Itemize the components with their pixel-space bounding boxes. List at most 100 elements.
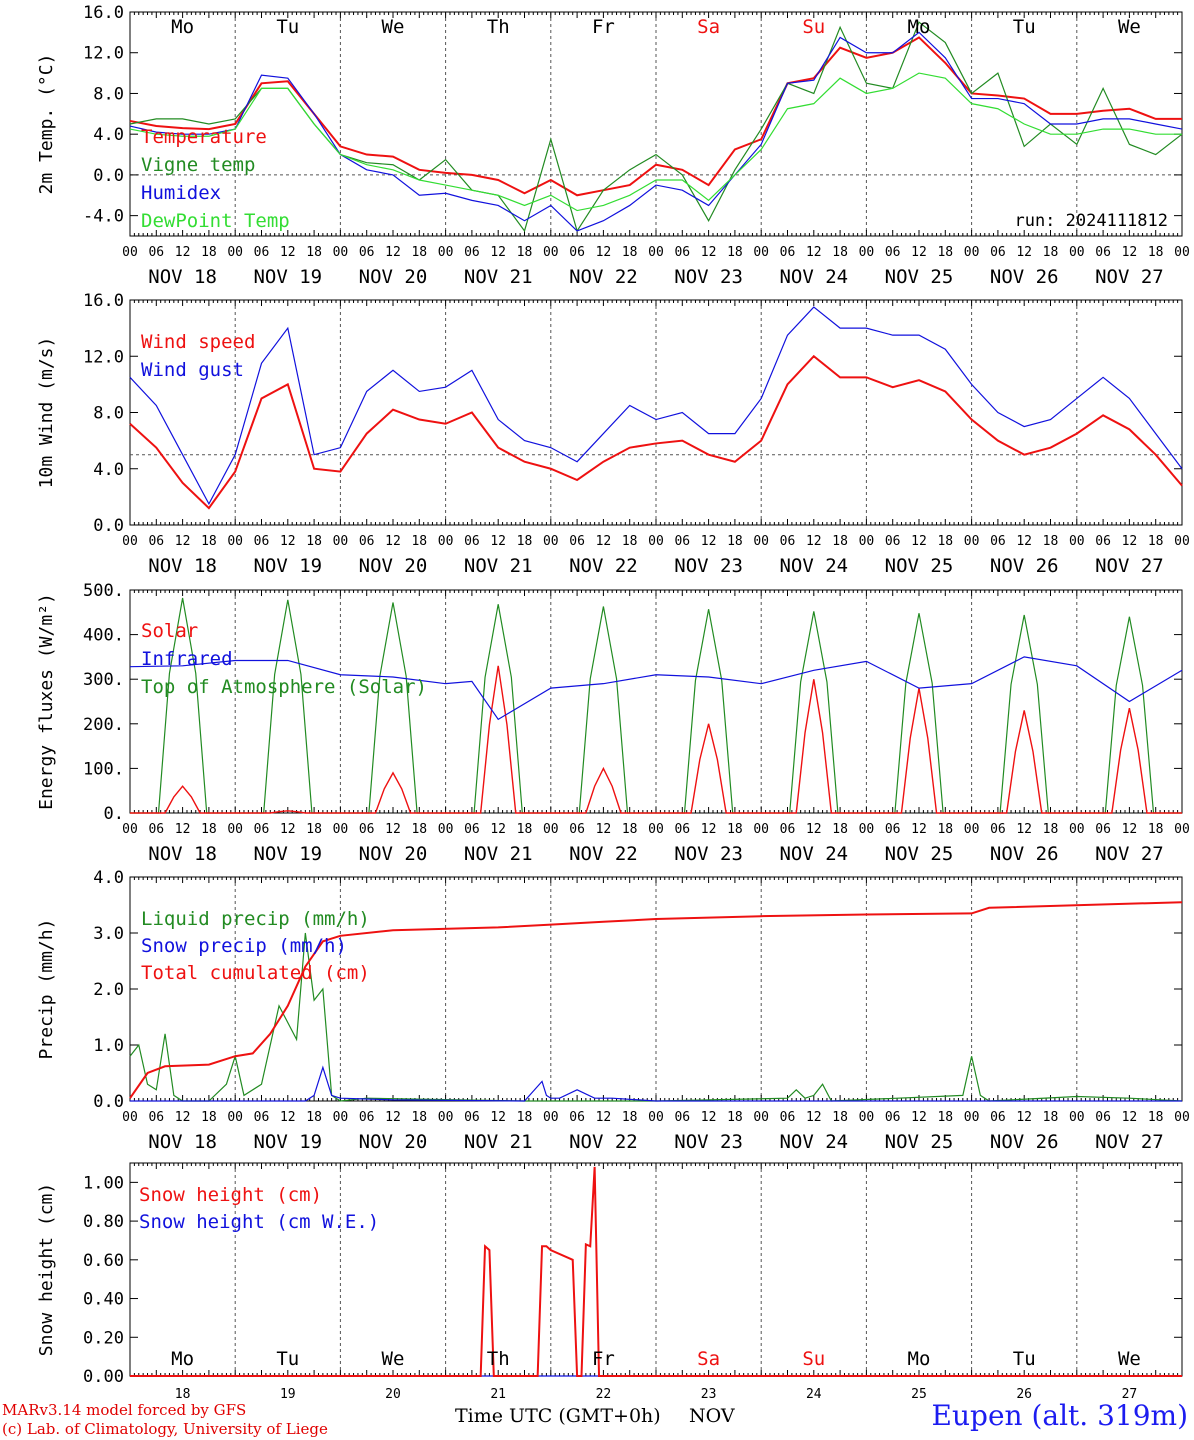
x-hour-label: 12 [701,822,717,837]
legend-entry: Wind gust [141,359,244,381]
panel-4: 4.0 3.0 2.0 1.0 0.0 Precip (mm/h) 00 06 12 18 NOV … [36,868,1190,1153]
x-hour-label: 06 [254,822,270,837]
x-hour-label: 00 [227,245,243,260]
x-hour-label: 12 [596,245,612,260]
x-hour-label: 00 [648,1110,664,1125]
legend-entry: Humidex [141,182,221,204]
day-number-label: 22 [596,1387,612,1402]
x-date-label: NOV 22 [569,1131,638,1153]
x-hour-label: 18 [622,534,638,549]
x-hour-label: 00 [859,1110,875,1125]
legend-entry: Infrared [141,648,233,670]
x-hour-label: 18 [1043,245,1059,260]
x-hour-label: 18 [727,534,743,549]
plot-frame [129,589,1183,814]
x-hour-label: 06 [569,1110,585,1125]
y-axis-label: Snow height (cm) [36,1183,57,1356]
x-hour-label: 18 [411,245,427,260]
x-hour-label: 06 [780,245,796,260]
x-hour-label: 12 [701,1110,717,1125]
x-hour-label: 12 [385,534,401,549]
x-hour-label: 00 [122,822,138,837]
plot-frame [129,299,1183,526]
x-hour-label: 18 [622,1110,638,1125]
y-tick-label: 3.0 [93,924,124,944]
x-hour-label: 00 [1174,534,1190,549]
x-hour-label: 18 [1043,822,1059,837]
x-hour-label: 00 [1174,822,1190,837]
x-hour-label: 00 [964,822,980,837]
x-hour-label: 00 [859,534,875,549]
y-tick-label: 4.0 [93,868,124,888]
x-hour-label: 06 [254,245,270,260]
x-date-label: NOV 21 [464,843,533,865]
x-hour-label: 06 [254,1110,270,1125]
legend-entry: Snow height (cm W.E.) [139,1211,379,1233]
x-hour-label: 12 [911,534,927,549]
x-hour-label: 06 [464,1110,480,1125]
x-hour-label: 06 [464,822,480,837]
x-hour-label: 00 [543,822,559,837]
x-hour-label: 06 [674,822,690,837]
day-number-label: 27 [1122,1387,1138,1402]
y-tick-label: 4.0 [93,125,124,145]
x-hour-label: 18 [622,245,638,260]
series-infrared [129,656,1183,721]
day-number-label: 19 [280,1387,296,1402]
x-hour-label: 12 [1016,534,1032,549]
x-axis-month: NOV [689,1405,735,1427]
x-hour-label: 00 [1069,1110,1085,1125]
x-date-label: NOV 25 [885,266,954,288]
x-hour-label: 12 [596,534,612,549]
x-date-label: NOV 20 [359,1131,428,1153]
x-date-label: NOV 25 [885,1131,954,1153]
x-date-label: NOV 24 [779,266,848,288]
panel-5: 1.00 0.80 0.60 0.40 0.20 0.00 Snow height (cm)… [36,1162,1183,1402]
x-hour-label: 06 [569,245,585,260]
x-hour-label: 00 [122,245,138,260]
weekday-label: Mo [908,16,931,38]
x-hour-label: 00 [964,245,980,260]
series-total-cumulated-cm- [129,901,1183,1099]
x-hour-label: 12 [385,1110,401,1125]
y-tick-label: 400. [83,626,124,646]
x-hour-label: 18 [937,822,953,837]
x-hour-label: 12 [806,822,822,837]
x-hour-label: 06 [674,1110,690,1125]
weekday-label: Sa [697,16,720,38]
x-hour-label: 12 [701,534,717,549]
series-snow-precip-mm-h- [130,1065,1182,1102]
x-hour-label: 18 [306,822,322,837]
y-tick-label: 16.0 [83,291,124,311]
x-hour-label: 06 [885,534,901,549]
x-hour-label: 12 [175,245,191,260]
station-name: Eupen (alt. 319m) [931,1399,1188,1432]
x-hour-label: 12 [280,1110,296,1125]
x-hour-label: 18 [937,1110,953,1125]
y-tick-label: 12.0 [83,44,124,64]
panel-2: 16.0 12.0 8.0 4.0 0.0 10m Wind (m/s) 00 06 12 18 N… [36,291,1190,577]
x-hour-label: 18 [306,1110,322,1125]
weekday-label: Tu [1013,1348,1036,1370]
x-hour-label: 18 [1148,245,1164,260]
run-label: run: 2024111812 [1014,211,1168,231]
x-date-label: NOV 19 [253,555,322,577]
x-hour-label: 06 [780,534,796,549]
weekday-label: Tu [276,1348,299,1370]
day-number-label: 18 [175,1387,191,1402]
x-date-label: NOV 18 [148,555,217,577]
x-hour-label: 00 [227,822,243,837]
series-solar [130,665,1182,814]
x-date-label: NOV 26 [990,843,1059,865]
x-hour-label: 00 [543,1110,559,1125]
x-hour-label: 06 [990,245,1006,260]
x-hour-label: 18 [1148,1110,1164,1125]
x-hour-label: 06 [780,1110,796,1125]
legend-entry: Total cumulated (cm) [141,962,370,984]
x-hour-label: 00 [964,534,980,549]
legend-entry: Snow height (cm) [139,1184,322,1206]
y-tick-label: 300. [83,670,124,690]
x-hour-label: 06 [885,822,901,837]
y-tick-label: 1.0 [93,1036,124,1056]
x-hour-label: 00 [1069,245,1085,260]
